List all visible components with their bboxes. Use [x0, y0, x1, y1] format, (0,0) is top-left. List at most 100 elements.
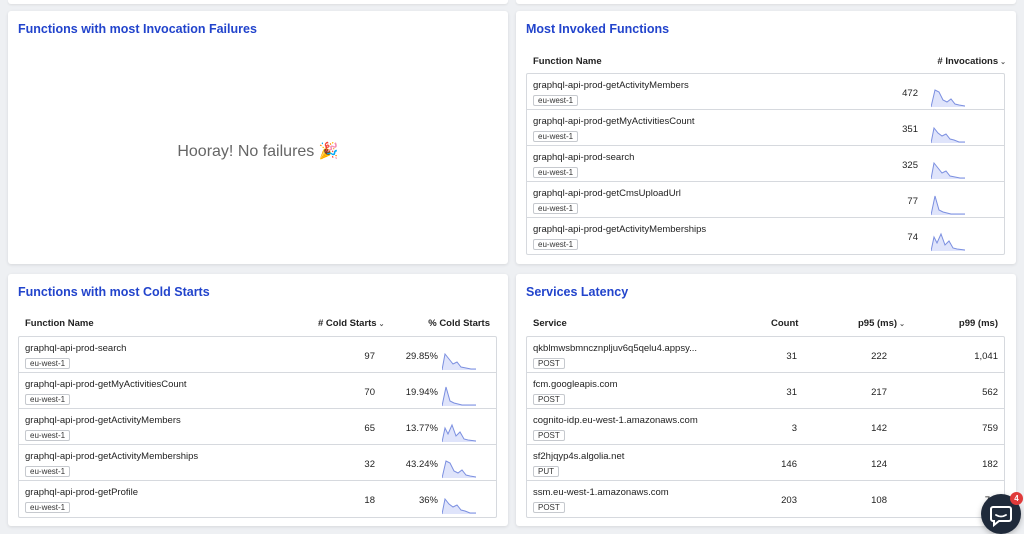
invocations-value: 351	[902, 124, 918, 135]
table-row[interactable]: graphql-api-prod-getActivityMembers eu-we…	[19, 409, 496, 445]
table-row[interactable]: ssm.eu-west-1.amazonaws.comPOST2031087,5	[527, 481, 1004, 517]
sparkline-chart	[442, 423, 476, 443]
invoked-table-header: Function Name # Invocations ⌄	[526, 52, 1006, 72]
cold-starts-value: 70	[364, 387, 375, 398]
sparkline-line	[931, 232, 965, 252]
row-name: fcm.googleapis.com	[533, 379, 618, 390]
cold-starts-table-body: graphql-api-prod-search eu-west-1 97 29.85%…	[18, 336, 497, 518]
cold-starts-value: 97	[364, 351, 375, 362]
row-name: ssm.eu-west-1.amazonaws.com	[533, 487, 669, 498]
pct-cold-starts-value: 19.94%	[405, 387, 438, 398]
row-name: graphql-api-prod-getProfile	[25, 487, 139, 498]
row-name: graphql-api-prod-getActivityMemberships	[533, 224, 707, 235]
region-badge: eu-west-1	[25, 466, 71, 477]
count-value: 203	[781, 495, 797, 506]
chevron-down-icon: ⌄	[378, 321, 385, 328]
cold-starts-panel-title: Functions with most Cold Starts	[18, 285, 210, 299]
col-function-name[interactable]: Function Name	[25, 318, 94, 329]
sparkline-line	[442, 352, 476, 371]
count-value: 146	[781, 459, 797, 470]
chevron-down-icon: ⌄	[899, 321, 905, 328]
sparkline-line	[931, 161, 965, 180]
panel-above-right	[516, 0, 1016, 4]
p95-value: 108	[871, 495, 887, 506]
cold-starts-table-header: Function Name # Cold Starts ⌄ % Cold Star…	[18, 314, 498, 334]
failures-panel-title: Functions with most Invocation Failures	[18, 22, 257, 36]
row-name: graphql-api-prod-getActivityMembers	[25, 415, 181, 426]
cold-starts-panel: Functions with most Cold Starts Function…	[8, 274, 508, 526]
row-name: graphql-api-prod-getCmsUploadUrl	[533, 188, 681, 199]
row-name: cognito-idp.eu-west-1.amazonaws.com	[533, 415, 698, 426]
table-row[interactable]: graphql-api-prod-getMyActivitiesCount eu-…	[19, 373, 496, 409]
sparkline-line	[442, 460, 476, 479]
p95-value: 142	[871, 423, 887, 434]
table-row[interactable]: graphql-api-prod-getActivityMemberships e…	[19, 445, 496, 481]
table-row[interactable]: qkblmwsbmncznpljuv6q5qelu4.appsy... POST 3…	[527, 337, 1004, 373]
chat-bubble-icon	[990, 506, 1012, 528]
chevron-down-icon: ⌄	[1000, 59, 1006, 66]
count-value: 3	[791, 423, 797, 434]
method-badge: POST	[533, 394, 565, 405]
row-name: graphql-api-prod-getActivityMembers	[533, 80, 689, 91]
sparkline-line	[931, 126, 965, 144]
sparkline-chart	[442, 386, 476, 407]
p99-value: 759	[982, 423, 998, 434]
col-invocations[interactable]: # Invocations ⌄	[937, 56, 1006, 67]
region-badge: eu-west-1	[533, 131, 579, 142]
p95-value: 222	[871, 351, 887, 362]
region-badge: eu-west-1	[25, 430, 71, 441]
region-badge: eu-west-1	[533, 95, 579, 106]
table-row[interactable]: graphql-api-prod-search eu-west-1 325	[527, 146, 1004, 182]
col-p95-label: p95 (ms)	[858, 318, 898, 329]
table-row[interactable]: graphql-api-prod-getCmsUploadUrl eu-west-…	[527, 182, 1004, 218]
sparkline-line	[442, 497, 476, 515]
p99-value: 182	[982, 459, 998, 470]
table-row[interactable]: graphql-api-prod-search eu-west-1 97 29.85%	[19, 337, 496, 373]
col-function-name[interactable]: Function Name	[533, 56, 602, 67]
col-invocations-label: # Invocations	[937, 56, 999, 67]
count-value: 31	[786, 387, 797, 398]
sparkline-area	[931, 128, 965, 143]
pct-cold-starts-value: 29.85%	[405, 351, 438, 362]
col-p95[interactable]: p95 (ms) ⌄	[858, 318, 905, 329]
sparkline-line	[442, 386, 476, 407]
sparkline-line	[931, 89, 965, 108]
row-name: graphql-api-prod-search	[533, 152, 635, 163]
row-name: graphql-api-prod-search	[25, 343, 127, 354]
col-service[interactable]: Service	[533, 318, 567, 329]
chat-unread-badge: 4	[1010, 492, 1023, 505]
row-name: graphql-api-prod-getMyActivitiesCount	[25, 379, 187, 390]
cold-starts-value: 32	[364, 459, 375, 470]
latency-panel: Services Latency Service Count p95 (ms) ⌄…	[516, 274, 1016, 526]
table-row[interactable]: graphql-api-prod-getMyActivitiesCount eu-…	[527, 110, 1004, 146]
method-badge: POST	[533, 358, 565, 369]
sparkline-chart	[442, 352, 476, 371]
region-badge: eu-west-1	[533, 239, 579, 250]
cold-starts-value: 65	[364, 423, 375, 434]
table-row[interactable]: graphql-api-prod-getActivityMemberships e…	[527, 218, 1004, 254]
col-cold-starts[interactable]: # Cold Starts ⌄	[318, 318, 384, 329]
table-row[interactable]: cognito-idp.eu-west-1.amazonaws.com POST 3…	[527, 409, 1004, 445]
region-badge: eu-west-1	[533, 167, 579, 178]
table-row[interactable]: fcm.googleapis.com POST 31 217 562	[527, 373, 1004, 409]
method-badge: PUT	[533, 466, 559, 477]
no-failures-message: Hooray! No failures 🎉	[177, 143, 339, 160]
table-row[interactable]: sf2hjqyp4s.algolia.net PUT 146 124 182	[527, 445, 1004, 481]
invocations-value: 472	[902, 88, 918, 99]
pct-cold-starts-value: 13.77%	[405, 423, 438, 434]
p99-value: 562	[982, 387, 998, 398]
region-badge: eu-west-1	[25, 502, 71, 513]
col-count[interactable]: Count	[771, 318, 799, 329]
latency-panel-title: Services Latency	[526, 285, 629, 299]
col-p99[interactable]: p99 (ms)	[958, 318, 998, 329]
sparkline-area	[442, 461, 476, 478]
col-pct-cold-starts[interactable]: % Cold Starts	[428, 318, 490, 329]
latency-table-body: qkblmwsbmncznpljuv6q5qelu4.appsy... POST 3…	[526, 336, 1005, 518]
region-badge: eu-west-1	[533, 203, 579, 214]
table-row[interactable]: graphql-api-prod-getProfile eu-west-1 18 36…	[19, 481, 496, 517]
invocations-value: 77	[907, 196, 918, 207]
row-name: graphql-api-prod-getMyActivitiesCount	[533, 116, 695, 127]
table-row[interactable]: graphql-api-prod-getActivityMembers eu-we…	[527, 74, 1004, 110]
row-name: qkblmwsbmncznpljuv6q5qelu4.appsy...	[533, 343, 698, 354]
method-badge: POST	[533, 430, 565, 441]
